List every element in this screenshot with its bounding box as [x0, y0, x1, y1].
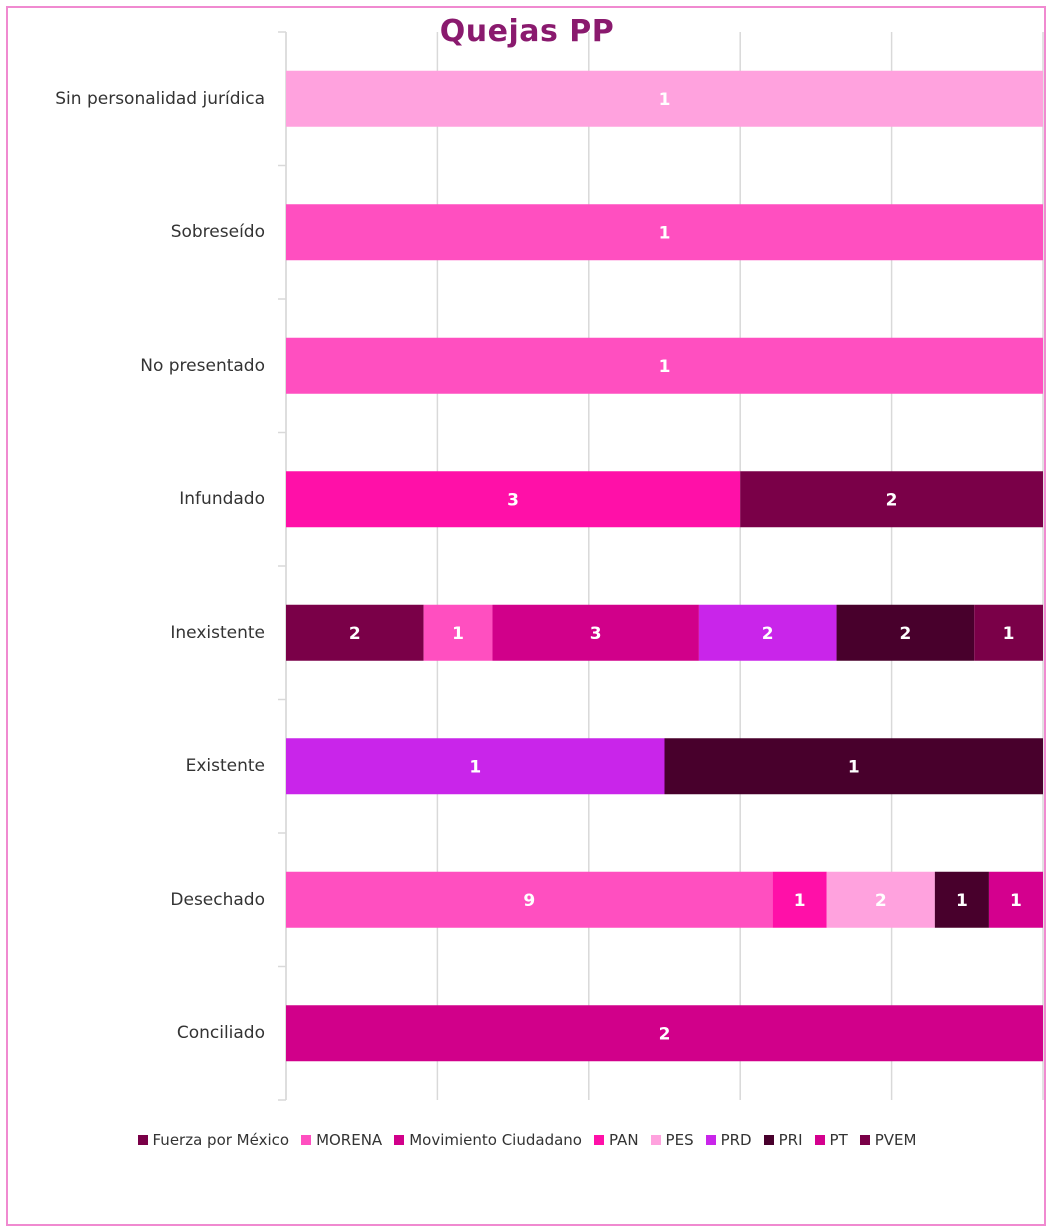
data-label: 2 — [899, 624, 911, 644]
legend-label: Movimiento Ciudadano — [409, 1131, 582, 1149]
legend-swatch — [650, 1135, 661, 1145]
category-label: Conciliado — [176, 1023, 265, 1044]
data-label: 1 — [452, 624, 464, 644]
legend-label: PVEM — [874, 1131, 917, 1149]
legend-label: PRI — [778, 1131, 803, 1149]
legend-swatch — [593, 1135, 604, 1145]
data-label: 1 — [659, 223, 671, 243]
bar-segment — [286, 337, 1043, 394]
data-label: 1 — [469, 757, 481, 777]
legend-item: Movimiento Ciudadano — [394, 1131, 582, 1149]
bar-segment — [826, 871, 935, 928]
legend-swatch — [814, 1135, 825, 1145]
legend-item: PRI — [763, 1131, 803, 1149]
legend-item: PRD — [705, 1131, 752, 1149]
data-label: 1 — [659, 90, 671, 110]
legend-label: MORENA — [316, 1131, 383, 1149]
bar-segment — [974, 604, 1043, 661]
data-label: 2 — [762, 624, 774, 644]
data-label: 1 — [848, 757, 860, 777]
legend-swatch — [859, 1135, 870, 1145]
bar-segment — [772, 871, 827, 928]
category-label: Sin personalidad jurídica — [55, 88, 265, 109]
data-label: 3 — [590, 624, 602, 644]
legend-label: PES — [665, 1131, 694, 1149]
legend-item: Fuerza por México — [137, 1131, 290, 1149]
bar-segment — [698, 604, 837, 661]
legend-label: PT — [829, 1131, 848, 1149]
data-label: 1 — [956, 891, 968, 911]
bar-segment — [740, 471, 1043, 528]
legend-item: MORENA — [301, 1131, 382, 1149]
data-label: 1 — [1003, 624, 1015, 644]
legend-swatch — [763, 1135, 774, 1145]
bar-segment — [286, 204, 1043, 261]
bar-segment — [286, 70, 1043, 127]
category-label: Infundado — [179, 489, 265, 510]
chart-title: Quejas PP — [439, 14, 615, 49]
data-label: 2 — [659, 1024, 671, 1044]
bar-segment — [286, 471, 741, 528]
category-label: Inexistente — [170, 622, 265, 643]
data-label: 9 — [523, 891, 535, 911]
bar-segment — [934, 871, 989, 928]
data-label: 2 — [349, 624, 361, 644]
legend-swatch — [301, 1135, 312, 1145]
legend-item: PAN — [593, 1131, 639, 1149]
bar-segment — [286, 871, 773, 928]
chart-legend: Fuerza por México MORENA Movimiento Ciudad… — [0, 1131, 1054, 1149]
legend-item: PES — [650, 1131, 694, 1149]
bar-segment — [836, 604, 975, 661]
legend-swatch — [394, 1135, 405, 1145]
category-label: Desechado — [170, 889, 265, 910]
legend-swatch — [137, 1135, 148, 1145]
bar-segment — [492, 604, 699, 661]
data-label: 1 — [794, 891, 806, 911]
data-label: 1 — [1010, 891, 1022, 911]
category-label: Sobreseído — [170, 222, 265, 243]
bar-segment — [423, 604, 493, 661]
legend-swatch — [705, 1135, 716, 1145]
bar-segment — [664, 738, 1043, 795]
bar-segment — [988, 871, 1043, 928]
data-label: 3 — [507, 490, 519, 510]
category-label: Existente — [185, 756, 265, 777]
bar-segment — [286, 1005, 1043, 1062]
data-label: 1 — [659, 357, 671, 377]
bar-segment — [286, 738, 665, 795]
legend-item: PVEM — [859, 1131, 917, 1149]
category-label: No presentado — [140, 355, 265, 376]
legend-label: PRD — [720, 1131, 752, 1149]
bar-segment — [286, 604, 424, 661]
legend-item: PT — [814, 1131, 848, 1149]
data-label: 2 — [886, 490, 898, 510]
legend-label: Fuerza por México — [152, 1131, 290, 1149]
data-label: 2 — [875, 891, 887, 911]
legend-label: PAN — [608, 1131, 639, 1149]
